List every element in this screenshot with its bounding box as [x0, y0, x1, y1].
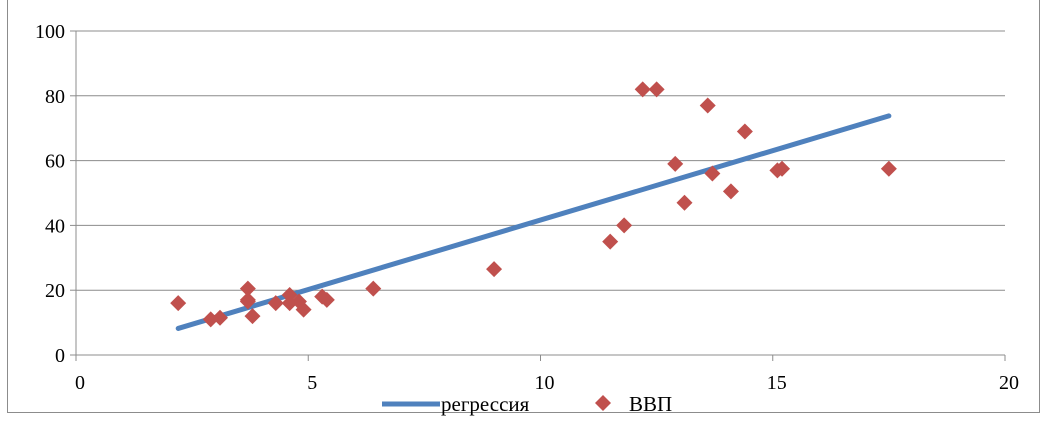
gdp-point: [634, 81, 651, 98]
gdp-point: [774, 160, 791, 177]
gdp-point: [667, 155, 684, 172]
gdp-point: [239, 293, 256, 310]
legend-label-gdp: ВВП: [629, 392, 672, 416]
gdp-point: [244, 308, 261, 325]
x-tick-label: 15: [767, 372, 787, 394]
regression-line: [175, 113, 892, 331]
y-tick-label: 20: [45, 280, 65, 302]
x-tick-label: 5: [307, 372, 317, 394]
axes: [70, 30, 1006, 361]
gdp-point: [736, 123, 753, 140]
legend-diamond-swatch: [595, 395, 611, 411]
gridlines: [76, 30, 1005, 291]
gdp-point: [722, 183, 739, 200]
y-tick-label: 100: [35, 21, 65, 43]
gdp-point: [486, 261, 503, 278]
x-tick-labels: 0 5 10 15 20: [75, 372, 1019, 394]
gdp-point: [318, 291, 335, 308]
gdp-point: [699, 97, 716, 114]
legend-label-regression: регрессия: [441, 392, 530, 416]
gdp-point: [239, 280, 256, 297]
x-tick-label: 10: [535, 372, 555, 394]
y-tick-labels: 0 20 40 60 80 100: [35, 21, 65, 367]
legend: регрессия ВВП: [382, 392, 672, 416]
regression-series: [175, 113, 892, 331]
gdp-series: [170, 81, 897, 328]
gdp-point: [295, 301, 312, 318]
gdp-point: [616, 217, 633, 234]
x-tick-label: 0: [75, 372, 85, 394]
gdp-point: [365, 280, 382, 297]
gdp-point: [704, 165, 721, 182]
gdp-point: [648, 81, 665, 98]
y-tick-label: 60: [45, 151, 65, 173]
chart-frame: [7, 0, 1040, 413]
gdp-point: [676, 194, 693, 211]
gdp-point: [211, 309, 228, 326]
gdp-point: [602, 233, 619, 250]
y-tick-label: 0: [55, 345, 65, 367]
x-tick-label: 20: [999, 372, 1019, 394]
gdp-point: [880, 160, 897, 177]
y-tick-label: 40: [45, 215, 65, 237]
gdp-point: [267, 295, 284, 312]
y-tick-label: 80: [45, 86, 65, 108]
gdp-point: [170, 295, 187, 312]
